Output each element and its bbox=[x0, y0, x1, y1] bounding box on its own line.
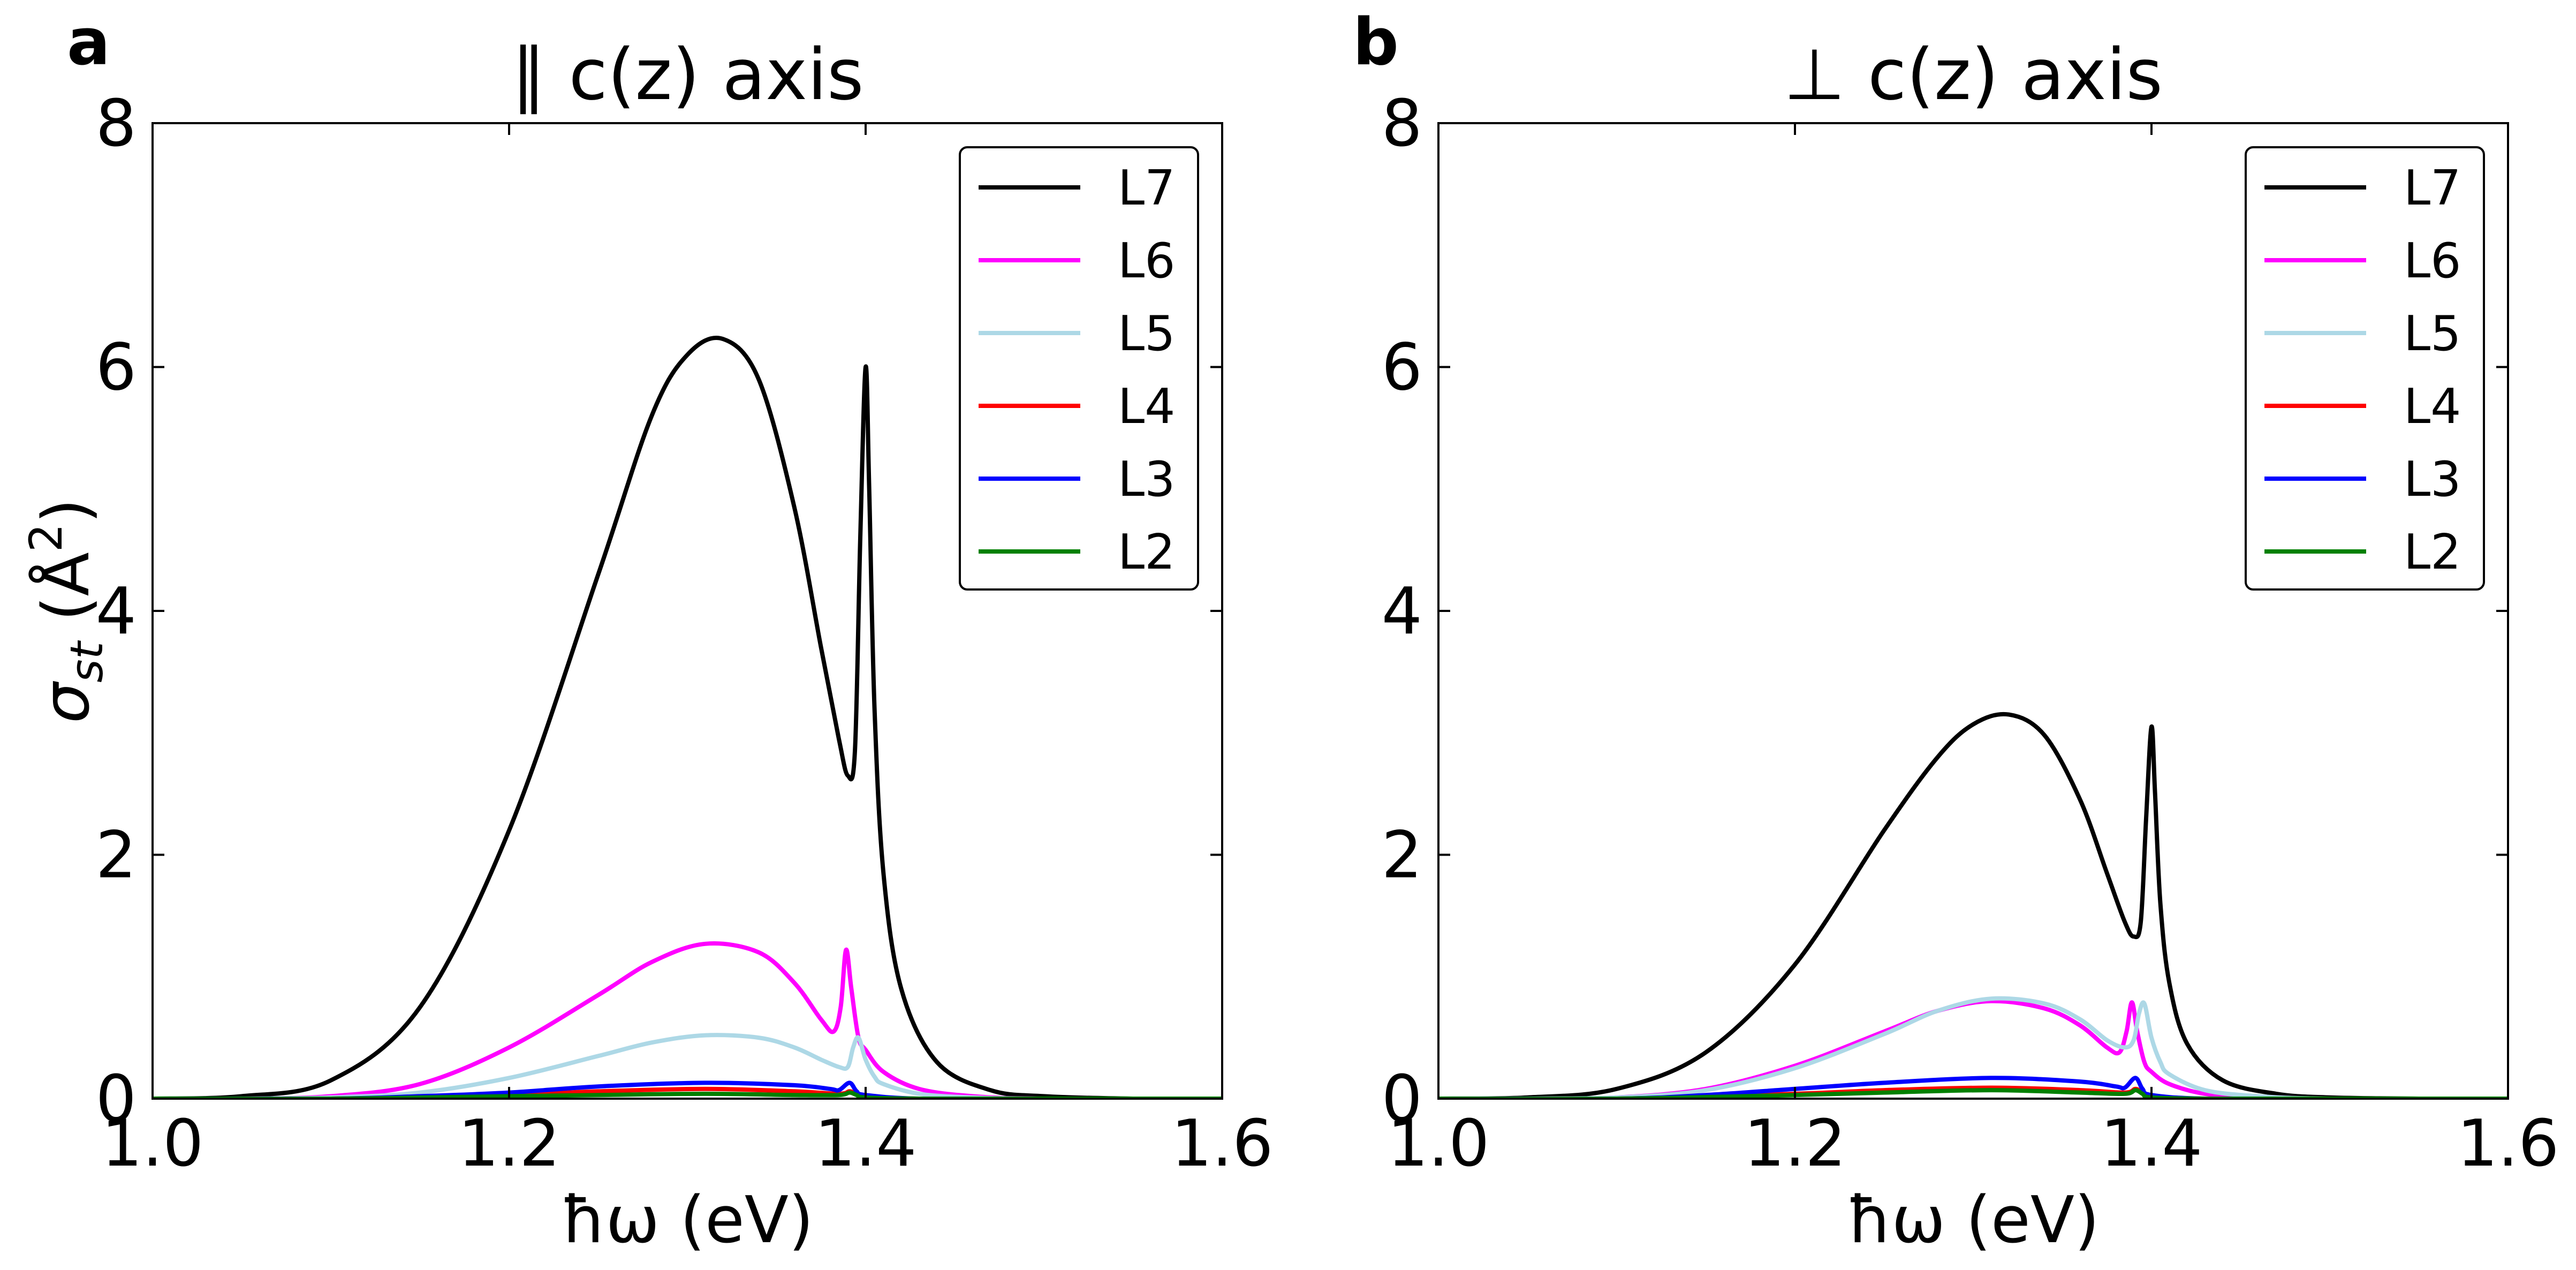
legend-label-L4: L4 bbox=[1118, 379, 1175, 435]
y-tick-label: 6 bbox=[1382, 331, 1422, 405]
series-line-L6 bbox=[1438, 999, 2508, 1100]
y-tick-label: 4 bbox=[96, 574, 137, 649]
x-tick-label: 1.0 bbox=[1388, 1107, 1490, 1181]
legend: L7 L6 L5 L4 L3 L2 bbox=[959, 146, 1199, 591]
y-label-superscript: 2 bbox=[20, 524, 72, 552]
panel-title: ∥ c(z) axis bbox=[511, 34, 863, 116]
series-line-L6 bbox=[153, 941, 1222, 1100]
y-tick-label: 8 bbox=[1382, 87, 1422, 161]
legend-label-L5: L5 bbox=[2404, 306, 2461, 362]
legend-label-L6: L6 bbox=[1118, 233, 1175, 289]
legend-label-L5: L5 bbox=[1118, 306, 1175, 362]
y-tick-label: 0 bbox=[96, 1062, 137, 1137]
x-tick-label: 1.4 bbox=[815, 1107, 917, 1181]
legend-label-L7: L7 bbox=[1118, 160, 1175, 216]
panel-title: ⊥ c(z) axis bbox=[1784, 34, 2163, 116]
x-tick-label: 1.0 bbox=[102, 1107, 204, 1181]
legend-label-L7: L7 bbox=[2404, 160, 2461, 216]
y-tick-label: 6 bbox=[96, 331, 137, 405]
y-label-symbol: σ bbox=[29, 681, 104, 723]
legend: L7 L6 L5 L4 L3 L2 bbox=[2245, 146, 2485, 591]
legend-label-L3: L3 bbox=[1118, 451, 1175, 508]
series-line-L7 bbox=[153, 335, 1222, 1100]
x-tick-label: 1.2 bbox=[458, 1107, 560, 1181]
series-line-L5 bbox=[1438, 996, 2508, 1100]
y-tick-label: 2 bbox=[1382, 819, 1422, 893]
x-tick-label: 1.6 bbox=[2457, 1107, 2559, 1181]
y-tick-label: 0 bbox=[1382, 1062, 1422, 1137]
panel-letter: b bbox=[1353, 5, 1399, 80]
legend-label-L6: L6 bbox=[2404, 233, 2461, 289]
y-tick-label: 2 bbox=[96, 819, 137, 893]
legend-label-L2: L2 bbox=[1118, 524, 1175, 580]
x-axis-label: ħω (eV) bbox=[561, 1183, 814, 1258]
x-tick-label: 1.2 bbox=[1744, 1107, 1846, 1181]
series-line-L7 bbox=[1438, 712, 2508, 1100]
x-tick-label: 1.6 bbox=[1171, 1107, 1274, 1181]
x-axis-label: ħω (eV) bbox=[1847, 1183, 2100, 1258]
y-label-close: ) bbox=[29, 498, 104, 524]
series-line-L5 bbox=[153, 1033, 1222, 1100]
y-tick-label: 8 bbox=[96, 87, 137, 161]
y-label-subscript: st bbox=[60, 640, 113, 683]
series-group bbox=[1438, 712, 2508, 1100]
legend-label-L2: L2 bbox=[2404, 524, 2461, 580]
y-tick-label: 4 bbox=[1382, 574, 1422, 649]
y-label-unit-open: (Å bbox=[29, 552, 104, 641]
legend-label-L4: L4 bbox=[2404, 379, 2461, 435]
panel-letter: a bbox=[67, 5, 110, 80]
legend-label-L3: L3 bbox=[2404, 451, 2461, 508]
y-axis-label: σst (Å2) bbox=[20, 498, 113, 723]
x-tick-label: 1.4 bbox=[2101, 1107, 2203, 1181]
panel-b: 1.0 1.2 1.4 1.6 0 2 4 6 8b ⊥ c(z) axis ħω (eV) L7 L6… bbox=[1353, 5, 2559, 1258]
